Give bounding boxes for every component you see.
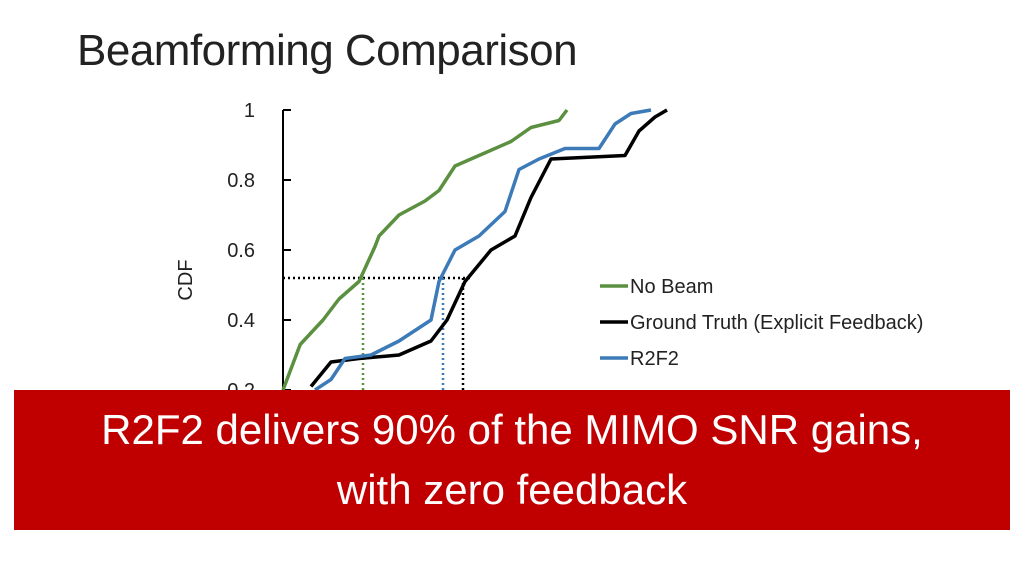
- y-tick-label: 1: [244, 100, 255, 122]
- legend-label: R2F2: [630, 348, 679, 370]
- y-tick-label: 0.8: [227, 170, 255, 192]
- series-line: [281, 108, 569, 391]
- banner: R2F2 delivers 90% of the MIMO SNR gains,…: [14, 390, 1010, 530]
- series-line: [314, 108, 652, 392]
- y-tick-label: 0.4: [227, 310, 255, 332]
- series-line: [309, 108, 668, 388]
- banner-line: with zero feedback: [336, 466, 688, 513]
- legend-label: Ground Truth (Explicit Feedback): [630, 312, 923, 334]
- y-tick-label: 0.6: [227, 240, 255, 262]
- banner-line: R2F2 delivers 90% of the MIMO SNR gains,: [101, 406, 923, 453]
- legend-label: No Beam: [630, 276, 713, 298]
- y-axis-label: CDF: [175, 259, 197, 300]
- slide-title: Beamforming Comparison: [77, 26, 578, 75]
